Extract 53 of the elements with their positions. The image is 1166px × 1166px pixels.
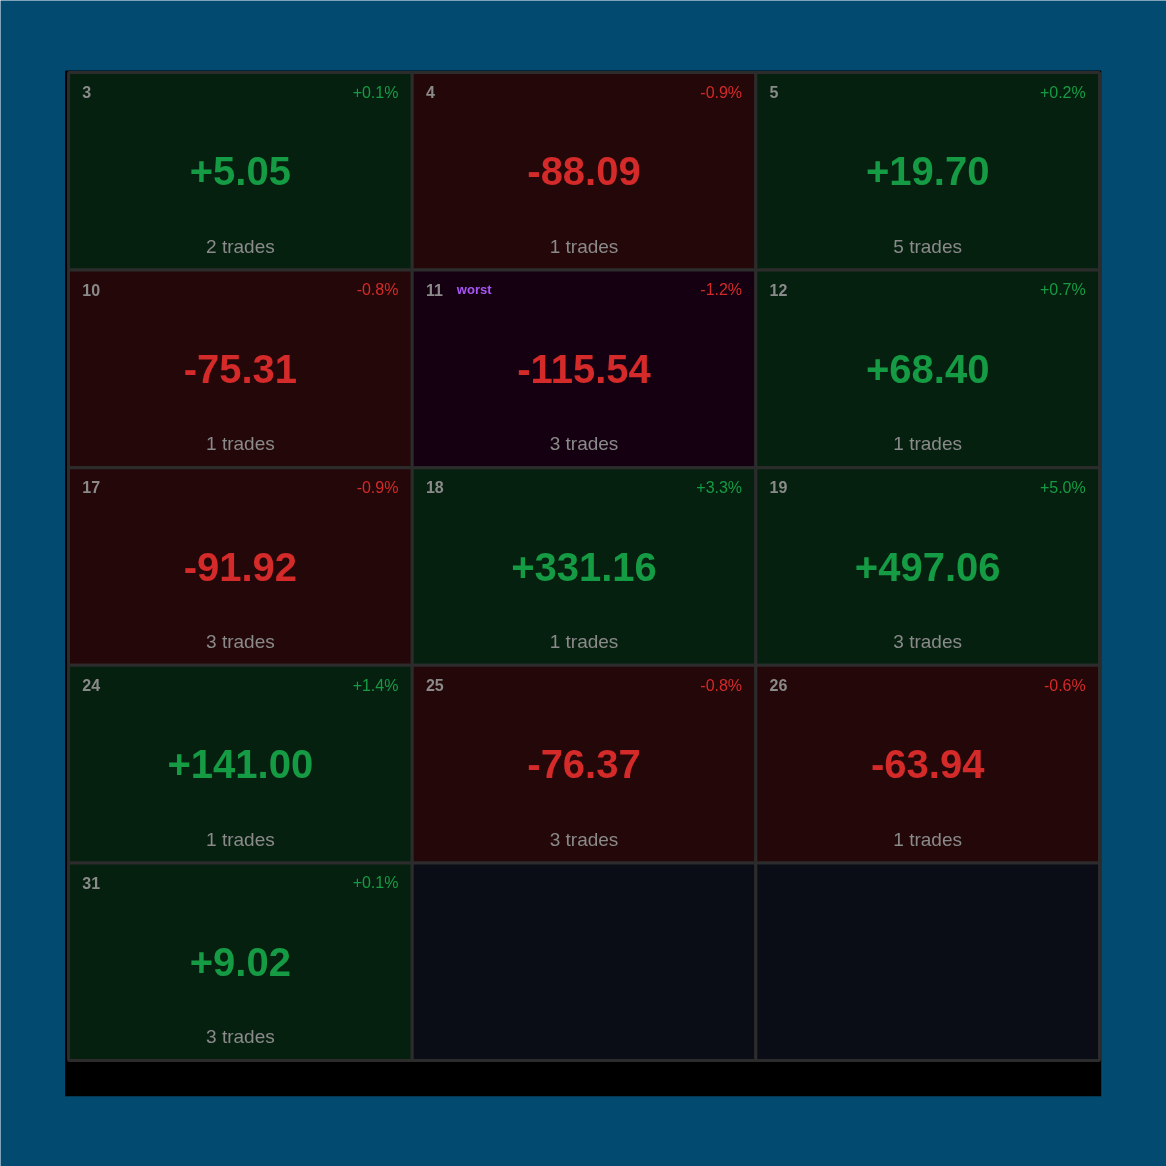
annotation: 25 [425,677,444,695]
annotation: +0.1% [352,874,399,892]
annotation: +5.0% [1039,478,1086,496]
data-label: -63.94 [870,742,986,787]
data-label: +497.06 [854,544,1001,589]
annotation: -0.8% [700,676,743,694]
annotation: 3 trades [549,433,619,455]
annotation: 2 trades [206,235,275,257]
annotation: +0.1% [352,83,399,101]
annotation: 3 trades [206,631,275,653]
annotation: 1 trades [206,828,275,850]
annotation: 4 [425,84,435,102]
data-label: -88.09 [527,149,641,194]
annotation: 31 [82,874,101,892]
annotation: -0.8% [356,281,399,299]
annotation: worst [455,282,493,298]
annotation: -0.9% [356,478,399,496]
annotation: 1 trades [206,433,275,455]
annotation: -0.6% [1043,676,1086,694]
annotation: 3 trades [893,631,962,653]
data-label: -91.92 [183,544,298,589]
annotation: -0.9% [700,83,743,101]
data-label: -76.37 [527,742,641,787]
annotation: 12 [769,281,788,299]
annotation: 5 trades [893,235,962,257]
annotation: +0.2% [1039,83,1086,101]
annotation: 26 [769,677,788,695]
annotation: 1 trades [893,828,962,850]
annotation: 11 [425,281,443,299]
data-label: -115.54 [517,346,652,391]
annotation: 3 trades [549,828,619,850]
annotation: 19 [769,479,788,497]
annotation: 1 trades [549,235,619,257]
annotation: 24 [82,677,101,695]
annotation: -1.2% [700,281,743,299]
annotation: 3 trades [206,1026,275,1048]
annotation: 10 [82,281,101,299]
annotation: 18 [425,479,444,497]
annotation: 5 [769,84,779,102]
annotation: +0.7% [1039,281,1086,299]
data-label: +68.40 [865,346,990,391]
data-label: +19.70 [865,149,990,194]
annotation: 17 [82,479,101,497]
annotation: 1 trades [893,433,962,455]
annotation: 1 trades [549,631,619,653]
data-label: +5.05 [189,149,291,194]
annotation: +3.3% [696,478,743,496]
data-label: +331.16 [511,544,657,589]
data-label: +141.00 [167,742,314,787]
data-label: -75.31 [183,346,298,391]
data-label: +9.02 [189,939,291,984]
annotation: 3 [82,84,92,102]
annotation: +1.4% [352,676,399,694]
